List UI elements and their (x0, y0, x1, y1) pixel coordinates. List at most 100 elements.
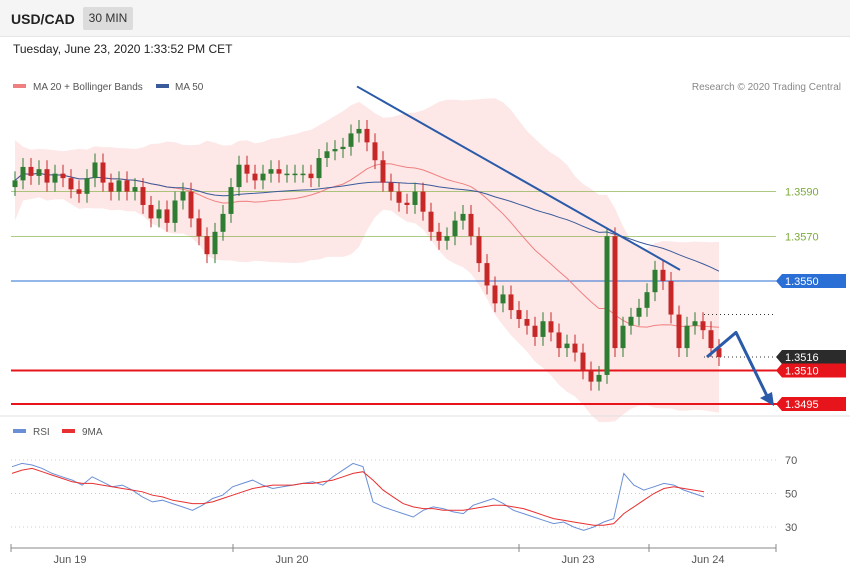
candle-body (276, 169, 282, 174)
moving-averages (14, 163, 720, 328)
rsi-ma-line (11, 467, 705, 526)
candle-body (524, 319, 530, 326)
candle-body (516, 310, 522, 320)
candle-body (356, 128, 362, 134)
candle-body (340, 146, 346, 150)
level-label-1.3516: 1.3516 (785, 352, 819, 364)
candle-body (412, 191, 418, 205)
candle-body (332, 149, 338, 152)
level-tag-1.3510 (776, 363, 846, 378)
ma50-line (14, 172, 720, 272)
candle-body (12, 180, 18, 188)
candle-body (668, 281, 674, 315)
candle-body (212, 231, 218, 255)
candle-body (76, 189, 82, 194)
candle-body (460, 213, 466, 221)
ma20-legend-swatch (13, 84, 26, 88)
candle-body (548, 321, 554, 333)
ma20-line (14, 163, 720, 328)
level-label-1.3550: 1.3550 (785, 276, 819, 288)
candle-body (364, 128, 370, 143)
candle-body (476, 236, 482, 264)
rsi-legend-swatch (13, 429, 26, 433)
copyright-text: Research © 2020 Trading Central (692, 82, 841, 93)
ma9-legend-label: 9MA (82, 427, 103, 438)
projection-arrow-head (760, 391, 774, 406)
candle-body (716, 348, 722, 358)
candle-body (84, 178, 90, 194)
candle-body (236, 164, 242, 188)
candle-body (572, 343, 578, 353)
candle-body (508, 294, 514, 311)
candle-body (52, 173, 58, 183)
rsi-tick-30: 30 (785, 522, 797, 534)
candle-body (20, 166, 26, 181)
candlesticks (12, 119, 722, 391)
candle-body (124, 180, 130, 192)
level-label-1.3570: 1.3570 (785, 231, 819, 243)
candle-body (500, 294, 506, 304)
ma50-legend-swatch (156, 84, 169, 88)
level-label-1.3495: 1.3495 (785, 399, 819, 411)
candle-body (492, 285, 498, 304)
candle-body (452, 220, 458, 237)
candle-body (28, 166, 34, 176)
candle-body (380, 160, 386, 183)
level-tag-1.3550 (776, 274, 846, 288)
candle-body (60, 173, 66, 179)
candle-body (260, 173, 266, 181)
candle-body (540, 321, 546, 337)
candle-body (436, 231, 442, 241)
x-axis-labels: Jun 19 Jun 20 Jun 23 Jun 24 (10, 544, 777, 566)
candle-body (684, 325, 690, 349)
candle-body (612, 236, 618, 349)
x-label-Jun-20: Jun 20 (275, 554, 308, 566)
candle-body (484, 263, 490, 286)
candle-body (444, 236, 450, 241)
rsi-tick-70: 70 (785, 455, 797, 467)
candle-body (44, 169, 50, 183)
candle-body (308, 173, 314, 179)
ma9-legend-swatch (62, 429, 75, 433)
symbol-label: USD/CAD (11, 11, 75, 27)
candle-body (252, 173, 258, 181)
candle-body (108, 182, 114, 192)
rsi-legend-label: RSI (33, 427, 50, 438)
candle-body (532, 325, 538, 337)
candle-body (596, 374, 602, 382)
candle-body (196, 218, 202, 237)
candle-body (428, 211, 434, 232)
level-tag-1.3495 (776, 396, 846, 411)
candle-body (36, 169, 42, 176)
candle-body (300, 173, 306, 176)
candle-body (468, 213, 474, 237)
candle-body (316, 158, 322, 179)
candle-body (220, 213, 226, 232)
candle-body (388, 182, 394, 192)
projection-arrow (706, 330, 770, 399)
candle-body (172, 200, 178, 223)
candle-body (588, 370, 594, 382)
candle-body (628, 316, 634, 326)
candle-body (284, 173, 290, 176)
candle-body (188, 191, 194, 219)
candle-body (180, 191, 186, 201)
candle-body (148, 204, 154, 219)
ma20-legend-label: MA 20 + Bollinger Bands (33, 82, 143, 93)
candle-body (652, 269, 658, 293)
candle-body (100, 162, 106, 183)
candle-body (564, 343, 570, 349)
level-label-1.3510: 1.3510 (785, 365, 819, 377)
level-label-1.3590: 1.3590 (785, 187, 819, 199)
candle-body (116, 180, 122, 192)
candle-body (140, 187, 146, 205)
candle-body (404, 202, 410, 205)
candle-body (156, 209, 162, 219)
bollinger-band-area (15, 98, 719, 423)
timeframe-button[interactable]: 30 MIN (83, 7, 133, 30)
candle-body (604, 236, 610, 375)
candle-body (132, 187, 138, 192)
ma50-legend-label: MA 50 (175, 82, 204, 93)
candle-body (644, 292, 650, 308)
